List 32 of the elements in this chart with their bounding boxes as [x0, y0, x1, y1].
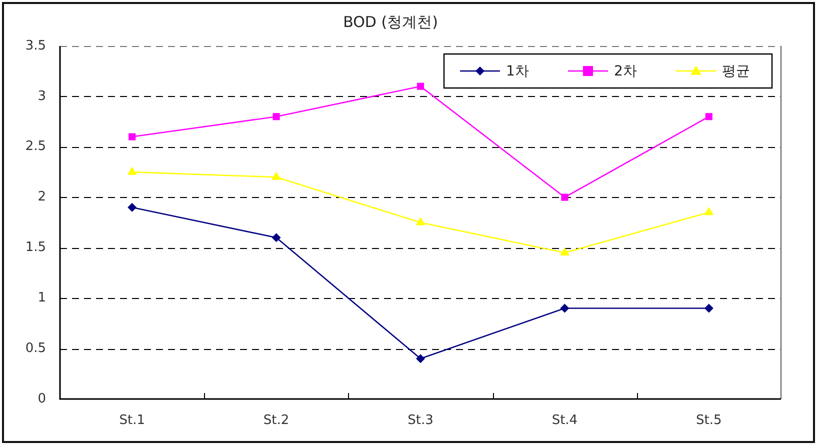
y-tick-label: 0.5 — [25, 340, 46, 356]
point — [560, 304, 570, 313]
y-tick-label: 3.5 — [25, 38, 46, 54]
point — [272, 233, 281, 242]
point — [272, 172, 282, 180]
legend-label: 평균 — [722, 64, 750, 80]
point — [705, 113, 712, 120]
point — [704, 206, 714, 216]
point — [128, 202, 137, 212]
point — [560, 247, 570, 256]
point — [704, 304, 714, 313]
y-tick-label: 1.5 — [25, 240, 46, 256]
y-tick-label: 3 — [38, 88, 46, 104]
x-tick-label: St.1 — [119, 413, 145, 428]
point — [416, 217, 426, 226]
point — [416, 82, 424, 90]
point — [127, 166, 137, 175]
y-tick-label: 2 — [38, 190, 46, 205]
chart-title: BOD (청계천) — [343, 12, 438, 31]
y-tick-label: 0 — [38, 391, 46, 406]
point — [561, 194, 568, 201]
x-tick-label: St.3 — [408, 413, 434, 428]
point — [416, 354, 425, 364]
point — [272, 113, 280, 120]
y-tick-label: 1 — [38, 290, 46, 306]
x-tick-label: St.5 — [696, 413, 722, 428]
x-tick-label: St.4 — [552, 413, 578, 428]
point — [128, 133, 136, 140]
legend-label: 2차 — [614, 64, 637, 80]
legend-label: 1차 — [506, 64, 529, 80]
x-tick-label: St.2 — [263, 413, 290, 428]
y-tick-label: 2.5 — [25, 139, 46, 154]
